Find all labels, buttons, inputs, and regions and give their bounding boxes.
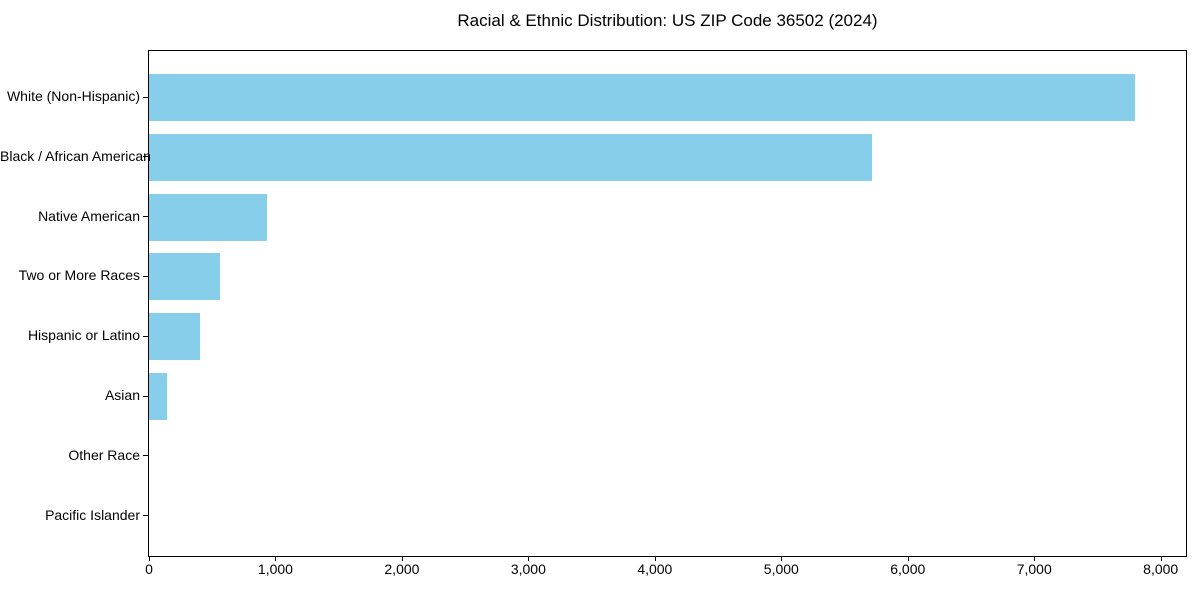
y-tick-mark xyxy=(143,156,148,158)
y-axis-label: Native American xyxy=(38,207,140,224)
x-tick-mark xyxy=(528,556,530,561)
x-tick-mark xyxy=(275,556,277,561)
x-tick-label: 3,000 xyxy=(510,561,546,577)
y-axis-label: White (Non-Hispanic) xyxy=(6,88,140,104)
y-tick-mark xyxy=(143,275,148,277)
y-axis-label: Other Race xyxy=(68,446,140,463)
y-axis-label: Pacific Islander xyxy=(45,506,140,523)
y-axis-label: Two or More Races xyxy=(18,267,140,284)
x-tick-label: 5,000 xyxy=(763,561,799,577)
x-tick-label: 2,000 xyxy=(384,561,420,577)
x-tick-label: 8,000 xyxy=(1143,561,1179,577)
x-tick-label: 1,000 xyxy=(257,561,293,577)
x-tick-mark xyxy=(1034,556,1036,561)
x-tick-mark xyxy=(149,556,150,561)
y-axis-label: Asian xyxy=(104,387,140,403)
y-tick-mark xyxy=(143,96,148,98)
bar xyxy=(149,74,1136,121)
y-tick-mark xyxy=(143,515,148,517)
x-tick-label: 6,000 xyxy=(890,561,926,577)
y-tick-mark xyxy=(143,395,148,397)
bar xyxy=(149,253,220,301)
bar xyxy=(149,373,168,420)
y-tick-mark xyxy=(143,455,148,457)
x-tick-label: 0 xyxy=(145,561,153,577)
chart-title: Racial & Ethnic Distribution: US ZIP Cod… xyxy=(457,11,878,30)
x-tick-mark xyxy=(401,556,403,561)
plot-area xyxy=(148,50,1187,557)
y-axis-label: Hispanic or Latino xyxy=(27,327,140,344)
x-tick-mark xyxy=(654,556,656,561)
bar xyxy=(149,133,873,181)
x-tick-mark xyxy=(781,556,783,561)
x-tick-mark xyxy=(1160,556,1162,561)
x-tick-mark xyxy=(907,556,909,561)
bar xyxy=(149,193,268,241)
y-tick-mark xyxy=(143,216,148,218)
x-tick-label: 4,000 xyxy=(637,561,673,577)
x-tick-label: 7,000 xyxy=(1016,561,1052,577)
y-axis-label: Black / African American xyxy=(0,147,151,164)
y-tick-mark xyxy=(143,335,148,337)
bar xyxy=(149,313,200,361)
